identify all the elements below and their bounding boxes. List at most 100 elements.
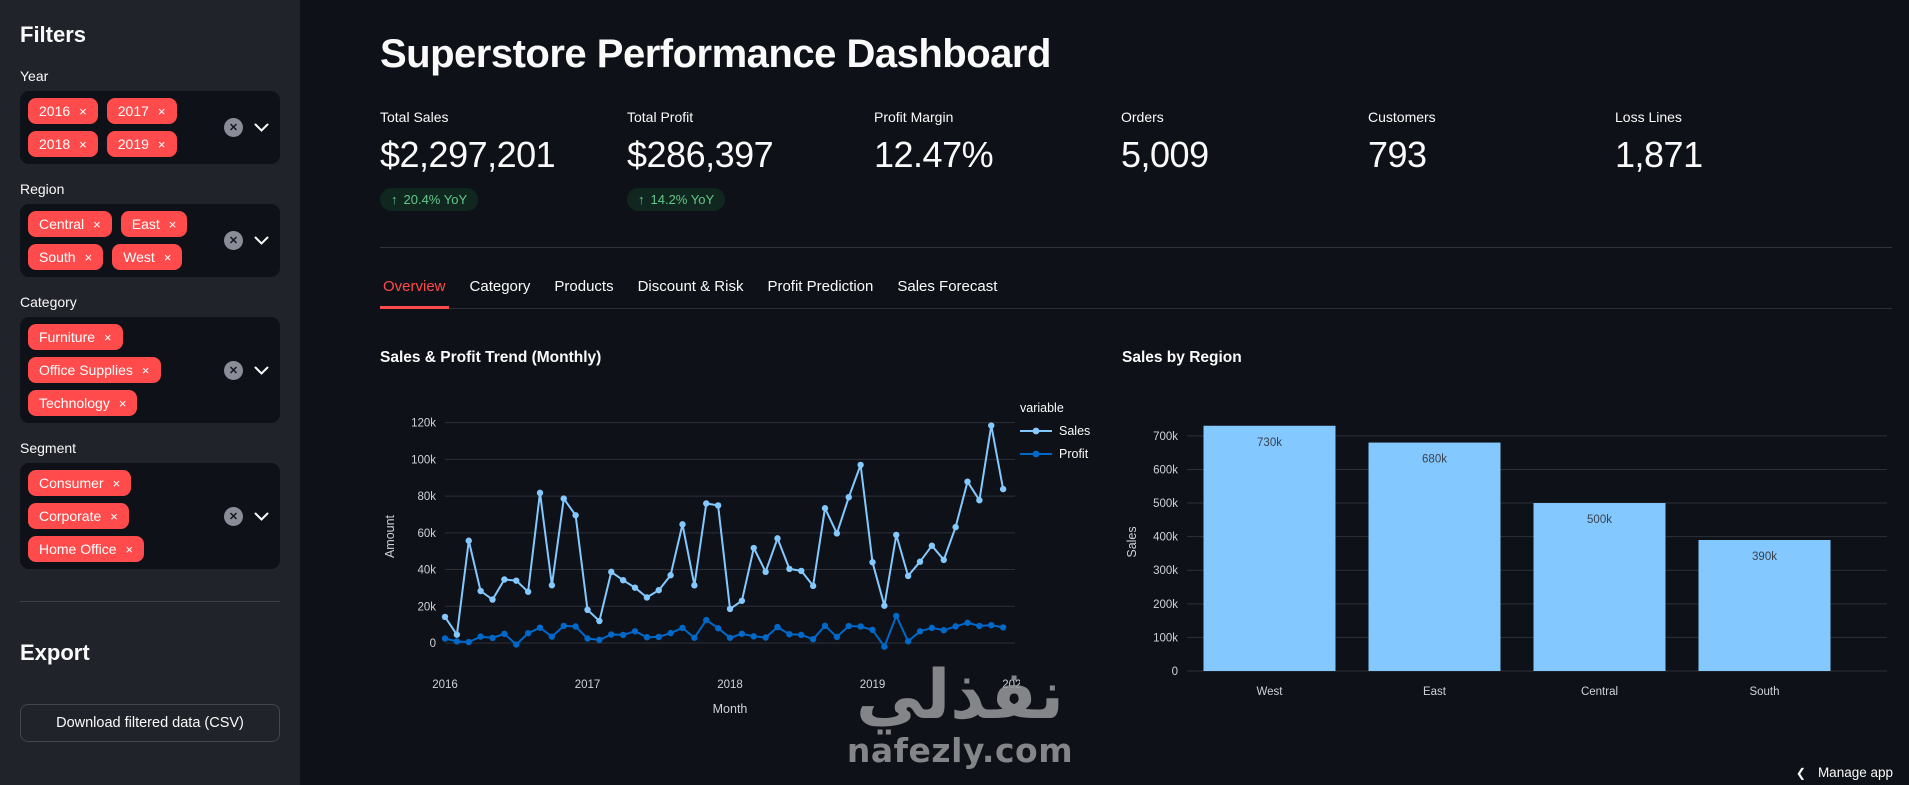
download-csv-button[interactable]: Download filtered data (CSV) [20, 704, 280, 742]
tag-row: Central × East × [28, 211, 188, 237]
svg-text:0: 0 [430, 638, 436, 650]
selected-tags: Consumer × Corporate × Home Office × [28, 470, 145, 562]
remove-tag-icon[interactable]: × [163, 249, 172, 265]
multiselect-category[interactable]: Furniture × Office Supplies × Technology × ✕ [20, 317, 280, 423]
chevron-down-icon[interactable] [254, 512, 269, 521]
remove-tag-icon[interactable]: × [125, 541, 134, 557]
bar-south[interactable] [1698, 539, 1831, 671]
tab-profit-prediction[interactable]: Profit Prediction [764, 272, 876, 309]
tab-overview[interactable]: Overview [380, 272, 449, 309]
sidebar-divider [20, 601, 280, 602]
filters-container: Year 2016 × 2017 × 2018 × 2019 × ✕ Region Central × E… [20, 68, 280, 569]
legend-label: Profit [1059, 447, 1089, 461]
filter-tag-2018[interactable]: 2018 × [28, 131, 98, 157]
kpi-value: $2,297,201 [380, 134, 556, 175]
svg-text:South: South [1749, 686, 1779, 698]
filter-tag-east[interactable]: East × [120, 211, 188, 237]
remove-tag-icon[interactable]: × [112, 475, 121, 491]
remove-tag-icon[interactable]: × [79, 103, 87, 119]
filter-year: Year 2016 × 2017 × 2018 × 2019 × ✕ [20, 68, 280, 164]
remove-tag-icon[interactable]: × [84, 249, 93, 265]
remove-tag-icon[interactable]: × [79, 136, 87, 152]
kpi-total-profit: Total Profit $286,397 ↑ 14.2% YoY [627, 109, 874, 211]
remove-tag-icon[interactable]: × [104, 329, 112, 345]
up-arrow-icon: ↑ [638, 192, 645, 207]
multiselect-controls: ✕ [224, 118, 272, 137]
filter-tag-corporate[interactable]: Corporate × [28, 503, 129, 529]
filter-label-region: Region [20, 181, 65, 197]
chevron-down-icon[interactable] [254, 366, 269, 375]
manage-app-button[interactable]: ❮ Manage app [1796, 765, 1893, 780]
remove-tag-icon[interactable]: × [93, 216, 101, 232]
kpi-loss-lines: Loss Lines 1,871 [1615, 109, 1862, 211]
clear-all-icon[interactable]: ✕ [224, 506, 243, 526]
kpi-customers: Customers 793 [1368, 109, 1615, 211]
filter-tag-2016[interactable]: 2016 × [28, 98, 98, 124]
tab-bar: Overview Category Products Discount & Risk P… [380, 272, 1892, 309]
legend-item-sales[interactable]: Sales [1020, 424, 1090, 438]
bar-east[interactable] [1368, 442, 1501, 671]
svg-text:600k: 600k [1153, 464, 1178, 476]
tab-category[interactable]: Category [467, 272, 534, 309]
tag-row: Technology × [28, 390, 161, 416]
chevron-down-icon[interactable] [254, 236, 269, 245]
tab-products[interactable]: Products [551, 272, 616, 309]
legend-title: variable [1020, 401, 1064, 415]
clear-all-icon[interactable]: ✕ [224, 118, 243, 137]
bar-chart-section: Sales by Region 0 100k 200k 300k 400k 500k 600… [1122, 349, 1892, 730]
line-chart-section: Sales & Profit Trend (Monthly) 0 20k 40k 60… [380, 349, 1122, 730]
chevron-down-icon[interactable] [254, 123, 269, 132]
filter-tag-south[interactable]: South × [28, 244, 104, 270]
filter-tag-office-supplies[interactable]: Office Supplies × [28, 357, 161, 383]
sidebar: Filters Year 2016 × 2017 × 2018 × 2019 × ✕ Region C… [0, 0, 300, 785]
filter-tag-home-office[interactable]: Home Office × [28, 536, 145, 562]
svg-text:2017: 2017 [575, 679, 601, 691]
selected-tags: 2016 × 2017 × 2018 × 2019 × [28, 98, 177, 157]
svg-text:0: 0 [1172, 666, 1178, 678]
bar-central[interactable] [1533, 503, 1666, 671]
filter-tag-furniture[interactable]: Furniture × [28, 324, 123, 350]
multiselect-year[interactable]: 2016 × 2017 × 2018 × 2019 × ✕ [20, 91, 280, 164]
multiselect-segment[interactable]: Consumer × Corporate × Home Office × ✕ [20, 463, 280, 569]
svg-text:Month: Month [713, 702, 748, 716]
remove-tag-icon[interactable]: × [110, 508, 118, 524]
remove-tag-icon[interactable]: × [168, 216, 177, 232]
tag-label: Furniture [39, 329, 96, 345]
tag-row: Corporate × [28, 503, 144, 529]
tag-label: West [123, 249, 155, 265]
filter-tag-central[interactable]: Central × [28, 211, 112, 237]
kpi-label: Profit Margin [874, 109, 954, 125]
chart-legend: variable Sales Profit [1020, 401, 1090, 470]
svg-text:300k: 300k [1153, 565, 1178, 577]
svg-text:80k: 80k [417, 491, 436, 503]
remove-tag-icon[interactable]: × [157, 103, 166, 119]
tag-label: 2019 [117, 136, 149, 152]
svg-text:East: East [1423, 686, 1447, 698]
clear-all-icon[interactable]: ✕ [224, 231, 243, 250]
bar-west[interactable] [1203, 425, 1336, 671]
tag-row: Office Supplies × [28, 357, 161, 383]
filter-tag-2017[interactable]: 2017 × [106, 98, 177, 124]
filter-tag-west[interactable]: West × [112, 244, 183, 270]
remove-tag-icon[interactable]: × [118, 395, 127, 411]
legend-label: Sales [1059, 424, 1091, 438]
remove-tag-icon[interactable]: × [157, 136, 166, 152]
multiselect-region[interactable]: Central × East × South × West × ✕ [20, 204, 280, 277]
svg-text:730k: 730k [1257, 437, 1282, 449]
filter-tag-technology[interactable]: Technology × [28, 390, 138, 416]
sales-by-region-bar-chart[interactable]: 0 100k 200k 300k 400k 500k 600k 700k 730k West 680… [1122, 393, 1892, 725]
legend-item-profit[interactable]: Profit [1020, 447, 1090, 461]
filter-tag-consumer[interactable]: Consumer × [28, 470, 132, 496]
bar-chart-title: Sales by Region [1122, 349, 1242, 366]
filter-tag-2019[interactable]: 2019 × [106, 131, 177, 157]
up-arrow-icon: ↑ [391, 192, 398, 207]
clear-all-icon[interactable]: ✕ [224, 360, 243, 380]
kpi-delta-badge: ↑ 14.2% YoY [627, 188, 726, 211]
tab-discount-risk[interactable]: Discount & Risk [635, 272, 747, 309]
filter-region: Region Central × East × South × West × ✕ [20, 181, 280, 277]
svg-text:Central: Central [1581, 686, 1618, 698]
tab-sales-forecast[interactable]: Sales Forecast [894, 272, 1000, 309]
sales-profit-line-chart[interactable]: 0 20k 40k 60k 80k 100k 120k 2016 2017 2018 2019 202… [380, 393, 1020, 725]
remove-tag-icon[interactable]: × [141, 362, 150, 378]
